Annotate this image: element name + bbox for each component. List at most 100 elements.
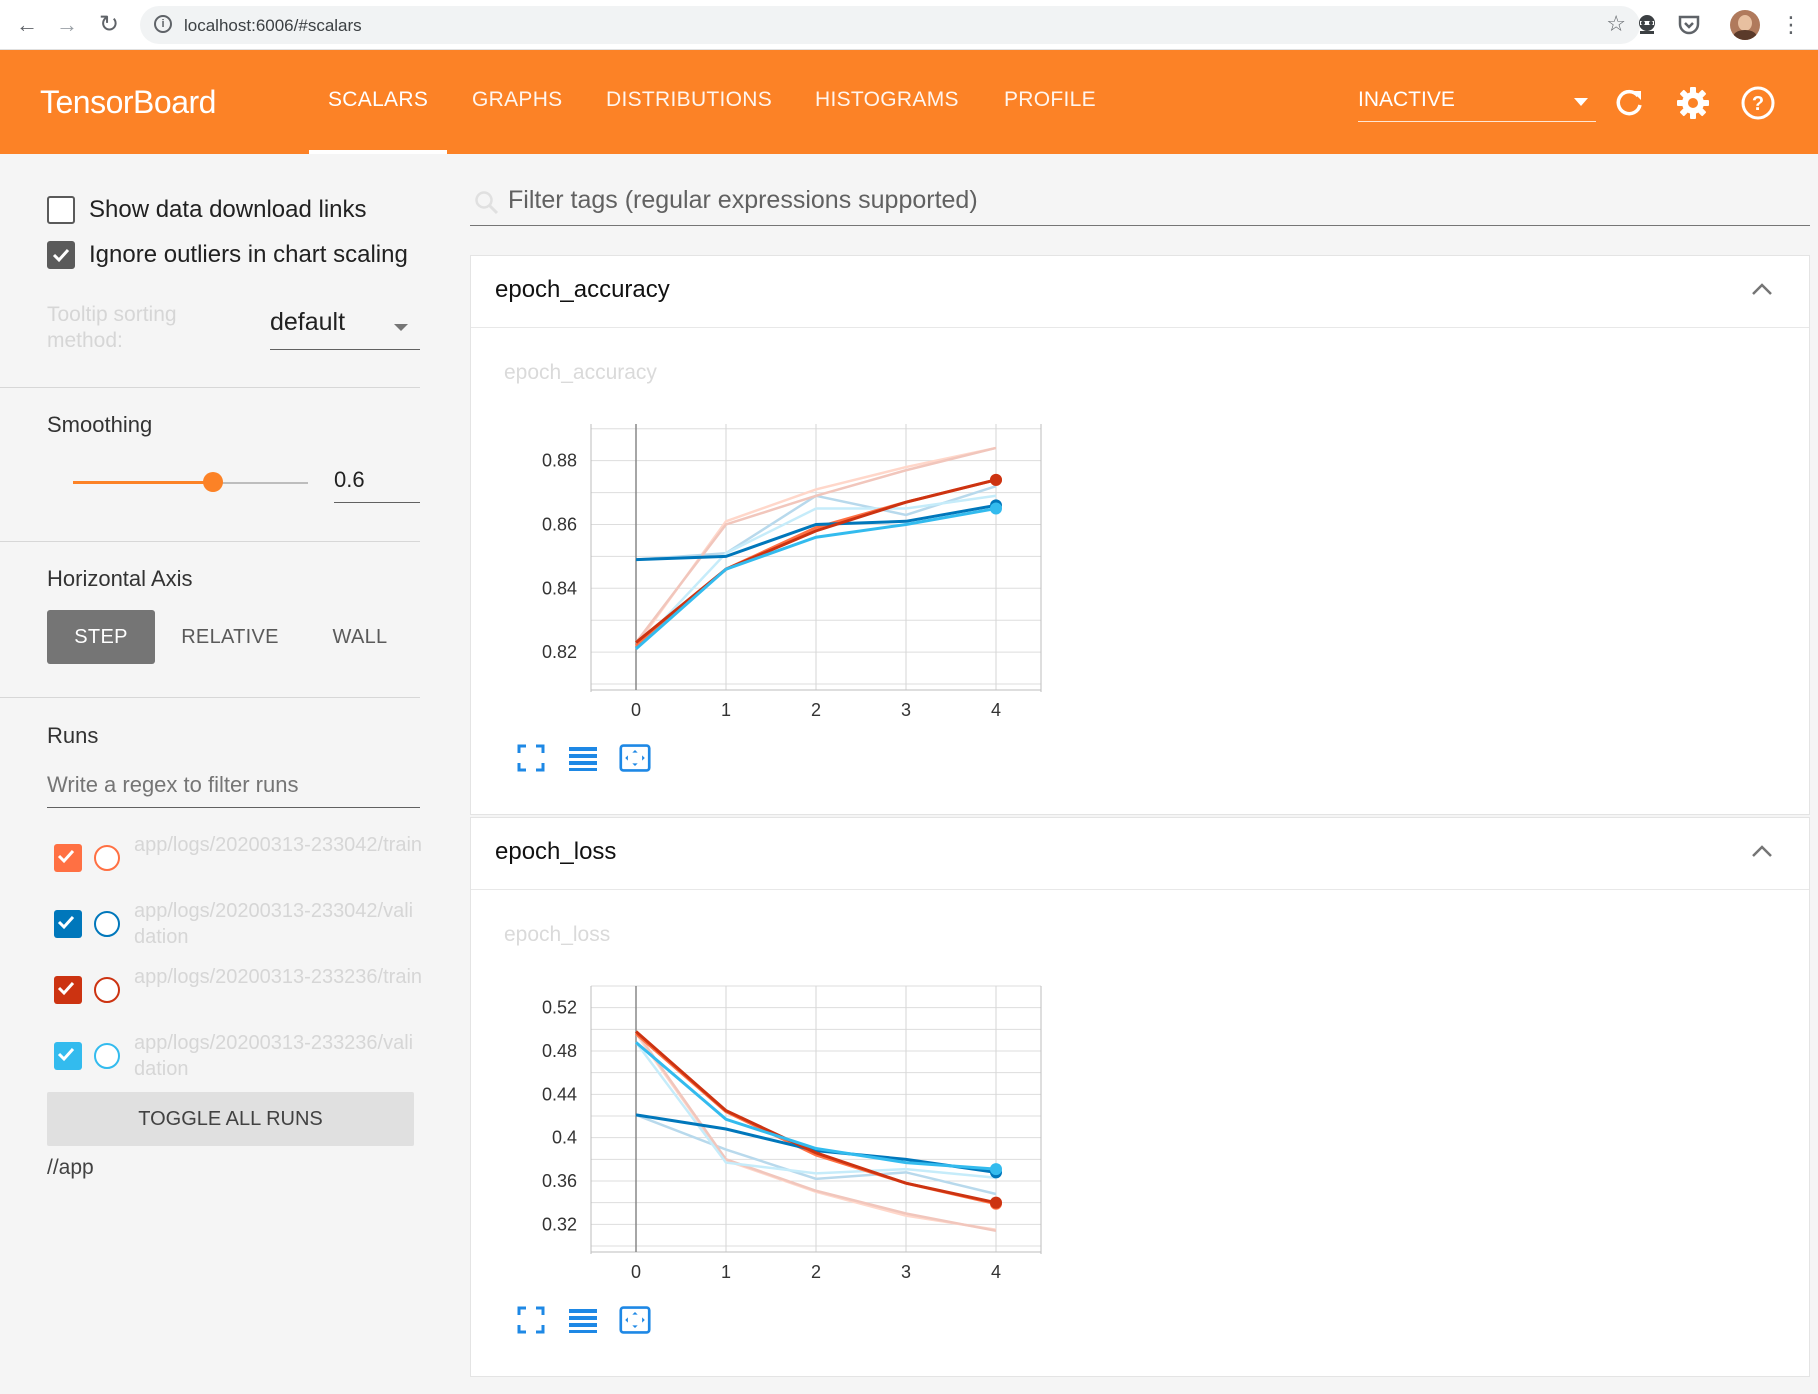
help-icon[interactable]: ?: [1739, 84, 1777, 122]
fit-domain-icon[interactable]: [619, 742, 651, 774]
run-name: app/logs/20200313-233236/train: [134, 966, 423, 988]
series-endpoint: [990, 1196, 1002, 1209]
series-line-raw: [634, 1030, 997, 1233]
toggle-log-scale-icon[interactable]: [567, 1304, 599, 1336]
fullscreen-icon[interactable]: [515, 1304, 547, 1336]
axis-wall-button[interactable]: WALL: [332, 626, 388, 648]
y-tick-label: 0.88: [542, 451, 577, 471]
check-icon: [52, 248, 70, 263]
series-line-smoothed: [635, 507, 997, 651]
ignore-outliers-checkbox[interactable]: [47, 241, 75, 269]
tooltip-sorting-select[interactable]: default: [270, 306, 420, 350]
data-location: //app: [47, 1156, 94, 1179]
series-line-smoothed: [635, 1030, 997, 1205]
run-checkbox[interactable]: [54, 844, 82, 872]
divider: [0, 541, 420, 542]
x-tick-label: 3: [901, 700, 911, 716]
series-line-smoothed: [635, 503, 997, 562]
forward-icon[interactable]: →: [56, 12, 78, 37]
x-tick-label: 3: [901, 1262, 911, 1278]
axis-step-button[interactable]: STEP: [47, 610, 155, 664]
chevron-up-icon[interactable]: [1751, 844, 1773, 858]
series-endpoint: [990, 1163, 1002, 1176]
fullscreen-icon[interactable]: [515, 742, 547, 774]
toggle-log-scale-icon[interactable]: [567, 742, 599, 774]
y-tick-label: 0.36: [542, 1171, 577, 1191]
tab-distributions[interactable]: DISTRIBUTIONS: [606, 88, 773, 111]
run-name: app/logs/20200313-233236/validation: [134, 1032, 414, 1080]
x-tick-label: 1: [721, 700, 731, 716]
menu-dots-icon[interactable]: ⋮: [1780, 12, 1802, 37]
chart-toolbar: [515, 1304, 665, 1340]
smoothing-slider-track[interactable]: [213, 482, 308, 484]
run-color-circle[interactable]: [94, 1043, 120, 1069]
settings-gear-icon[interactable]: [1674, 84, 1712, 122]
fit-domain-icon[interactable]: [619, 1304, 651, 1336]
run-status-value: INACTIVE: [1358, 88, 1455, 111]
run-name: app/logs/20200313-233042/train: [134, 834, 423, 856]
show-download-links-checkbox[interactable]: [47, 196, 75, 224]
chevron-up-icon[interactable]: [1751, 282, 1773, 296]
check-icon: [57, 981, 75, 996]
accuracy-chart[interactable]: 0.82 0.84 0.86 0.88 0 1 2 3 4: [471, 396, 1071, 716]
y-tick-label: 0.44: [542, 1084, 577, 1104]
pocket-icon[interactable]: [1676, 12, 1702, 38]
series-line-raw: [635, 446, 997, 644]
y-tick-label: 0.82: [542, 642, 577, 662]
reload-data-icon[interactable]: [1610, 84, 1648, 122]
smoothing-slider-handle[interactable]: [203, 472, 223, 492]
bookmark-star-icon[interactable]: ☆: [1606, 11, 1626, 36]
tab-scalars[interactable]: SCALARS: [328, 88, 429, 111]
smoothing-input[interactable]: 0.6: [334, 467, 420, 503]
reload-icon[interactable]: ↻: [98, 11, 120, 38]
divider: [0, 697, 420, 698]
series-line-smoothed: [635, 478, 997, 644]
run-checkbox[interactable]: [54, 1042, 82, 1070]
toggle-all-runs-button[interactable]: TOGGLE ALL RUNS: [47, 1092, 414, 1146]
run-name: app/logs/20200313-233042/validation: [134, 900, 414, 948]
browser-bar: ← → ↻ i localhost:6006/#scalars ☆ ⋮: [0, 0, 1818, 50]
run-color-circle[interactable]: [94, 845, 120, 871]
smoothing-slider-fill[interactable]: [73, 481, 213, 484]
tab-histograms[interactable]: HISTOGRAMS: [815, 88, 959, 111]
x-tick-label: 0: [631, 700, 641, 716]
tab-graphs[interactable]: GRAPHS: [472, 88, 563, 111]
x-tick-label: 1: [721, 1262, 731, 1278]
loss-chart[interactable]: 0.32 0.36 0.4 0.44 0.48 0.52 0 1 2 3 4: [471, 958, 1071, 1278]
y-tick-label: 0.84: [542, 578, 577, 598]
tab-profile[interactable]: PROFILE: [1004, 88, 1096, 111]
run-item: app/logs/20200313-233236/train: [47, 964, 427, 1022]
x-tick-label: 2: [811, 700, 821, 716]
chart-title: epoch_accuracy: [504, 361, 657, 384]
avatar[interactable]: [1730, 10, 1760, 40]
series-endpoint: [990, 502, 1002, 515]
series-line-raw: [635, 494, 997, 650]
smoothing-title: Smoothing: [47, 412, 153, 437]
runs-filter-input[interactable]: Write a regex to filter runs: [47, 766, 420, 808]
ignore-outliers-label: Ignore outliers in chart scaling: [89, 241, 408, 268]
back-icon[interactable]: ←: [16, 12, 38, 37]
site-info-icon[interactable]: i: [154, 15, 172, 33]
show-download-links-label: Show data download links: [89, 196, 367, 223]
run-status-select[interactable]: INACTIVE: [1358, 84, 1596, 122]
chart-toolbar: [515, 742, 665, 778]
chart-title: epoch_loss: [504, 923, 611, 946]
run-checkbox[interactable]: [54, 976, 82, 1004]
extension-icon[interactable]: [1634, 12, 1660, 38]
search-icon: [475, 191, 499, 215]
address-bar[interactable]: i localhost:6006/#scalars ☆: [140, 6, 1640, 44]
card-header[interactable]: epoch_accuracy: [471, 256, 1809, 328]
run-checkbox[interactable]: [54, 910, 82, 938]
tag-filter-input[interactable]: Filter tags (regular expressions support…: [470, 178, 1810, 226]
x-tick-label: 2: [811, 1262, 821, 1278]
x-tick-label: 4: [991, 1262, 1001, 1278]
card-header[interactable]: epoch_loss: [471, 818, 1809, 890]
active-tab-indicator: [309, 150, 447, 154]
run-color-circle[interactable]: [94, 911, 120, 937]
run-color-circle[interactable]: [94, 977, 120, 1003]
runs-title: Runs: [47, 723, 99, 748]
axis-relative-button[interactable]: RELATIVE: [181, 626, 279, 648]
tooltip-sorting-value: default: [270, 308, 346, 336]
run-item: app/logs/20200313-233236/validation: [47, 1030, 427, 1088]
y-tick-label: 0.52: [542, 998, 577, 1018]
